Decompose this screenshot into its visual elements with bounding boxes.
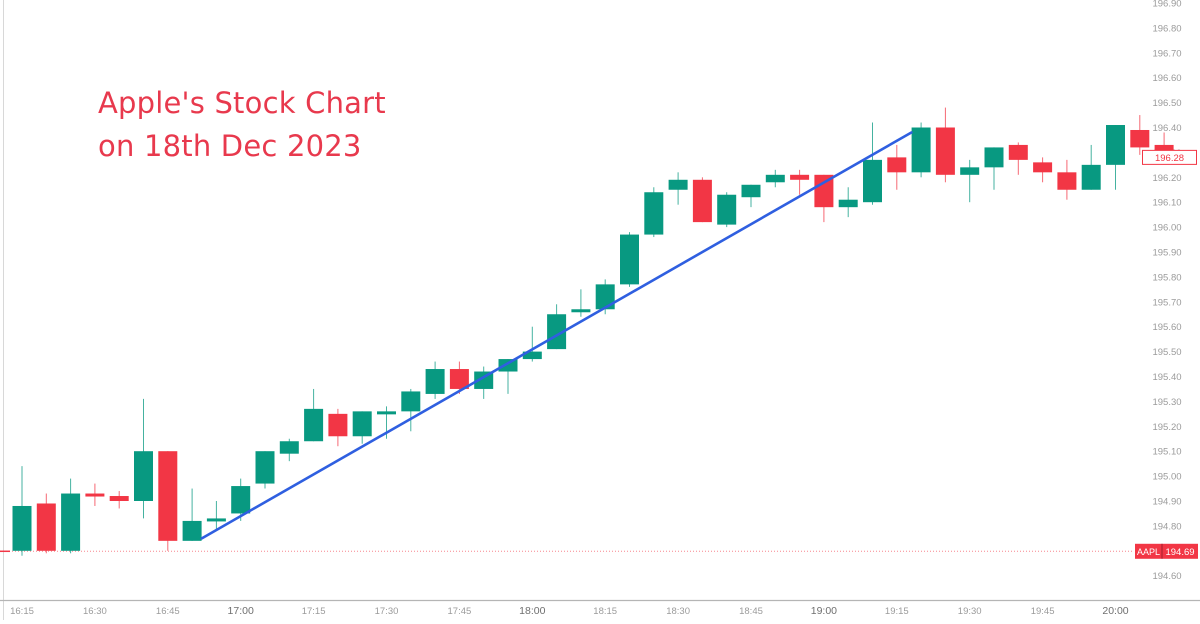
last-price-label: 196.28 [1155,153,1184,164]
y-tick-label: 195.10 [1152,447,1181,458]
price-axis[interactable]: 196.90 196.80 196.70 196.60 196.50 196.40 196.… [1152,0,1181,582]
symbol-badge: AAPL [1137,547,1160,557]
candle [960,159,980,203]
x-tick-label: 17:00 [228,605,254,617]
x-tick-label: 18:30 [666,606,690,617]
candle [887,144,907,190]
candle [1130,115,1150,155]
candle [741,184,761,208]
x-tick-label: 18:45 [739,606,763,617]
candle [352,411,372,444]
x-tick-label: 19:00 [811,605,837,617]
x-tick-label: 17:45 [448,606,472,617]
candle [911,122,931,178]
time-axis[interactable]: 16:15 16:30 16:45 17:00 17:15 17:30 17:45 18:00… [10,605,1129,617]
candle [838,187,858,218]
candle [522,326,542,362]
candle [158,451,178,551]
x-tick-label: 17:15 [302,606,326,617]
y-tick-label: 195.70 [1152,297,1181,308]
candle [304,388,324,442]
candle [255,451,275,489]
candle [1033,157,1053,183]
x-tick-label: 18:15 [593,606,617,617]
candle [1081,144,1101,190]
candle [571,289,591,317]
x-tick-label: 19:45 [1031,606,1055,617]
x-tick-label: 16:30 [83,606,107,617]
candle [790,169,810,195]
y-tick-label: 195.50 [1152,347,1181,358]
y-tick-label: 194.60 [1152,571,1181,582]
candle [765,169,785,188]
y-tick-label: 196.40 [1152,123,1181,134]
x-tick-label: 18:00 [519,605,545,617]
y-tick-label: 196.50 [1152,98,1181,109]
y-tick-label: 194.90 [1152,497,1181,508]
candle [328,408,348,447]
candle [61,478,81,554]
x-tick-label: 19:15 [885,606,909,617]
candle [498,359,518,394]
candle [134,398,153,519]
chart-title-line-2: on 18th Dec 2023 [98,129,362,163]
y-tick-label: 196.80 [1152,23,1181,34]
candle [12,466,32,556]
candle [279,438,299,462]
price-labels: 196.28 AAPL 194.69 [1135,149,1198,559]
y-tick-label: 196.70 [1152,48,1181,59]
chart-title-line-1: Apple's Stock Chart [98,86,386,120]
y-tick-label: 196.90 [1152,0,1181,10]
candle [863,122,882,205]
candle [109,491,129,509]
y-tick-label: 195.60 [1152,322,1181,333]
y-tick-label: 194.80 [1152,521,1181,532]
candle [1057,159,1077,200]
y-tick-label: 195.20 [1152,422,1181,433]
x-tick-label: 16:45 [156,606,180,617]
candle [36,493,56,554]
candle [85,483,105,506]
x-tick-label: 19:30 [958,606,982,617]
candle [1106,125,1125,190]
x-tick-label: 16:15 [10,606,34,617]
candle [182,488,202,541]
candle [231,478,251,521]
candle [935,107,955,183]
y-tick-label: 195.00 [1152,472,1181,483]
y-tick-label: 195.40 [1152,372,1181,383]
candle [401,388,421,432]
candles [12,107,1174,556]
y-tick-label: 195.80 [1152,272,1181,283]
candle [620,232,639,287]
y-tick-label: 196.10 [1152,198,1181,209]
x-tick-label: 17:30 [375,606,399,617]
candle [668,172,688,205]
y-tick-label: 195.30 [1152,397,1181,408]
chart-title: Apple's Stock Chart on 18th Dec 2023 [98,82,386,168]
candle [1008,142,1028,175]
reference-price-badge: 194.69 [1165,547,1194,558]
y-tick-label: 196.20 [1152,173,1181,184]
candle [547,304,567,350]
y-tick-label: 196.60 [1152,73,1181,84]
candle [206,501,226,531]
candle [474,366,494,399]
candle [425,361,445,399]
x-tick-label: 20:00 [1102,605,1128,617]
candle [717,192,737,228]
candle [692,177,712,223]
y-tick-label: 195.90 [1152,248,1181,259]
candle [449,361,469,394]
candle [644,187,664,238]
y-tick-label: 196.00 [1152,223,1181,234]
candle [984,147,1004,190]
trendline[interactable] [200,131,913,540]
